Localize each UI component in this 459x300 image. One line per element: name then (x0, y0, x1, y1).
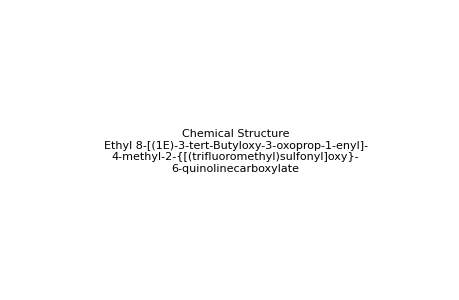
Text: Chemical Structure
Ethyl 8-[(1E)-3-tert-Butyloxy-3-oxoprop-1-enyl]-
4-methyl-2-{: Chemical Structure Ethyl 8-[(1E)-3-tert-… (103, 129, 367, 174)
